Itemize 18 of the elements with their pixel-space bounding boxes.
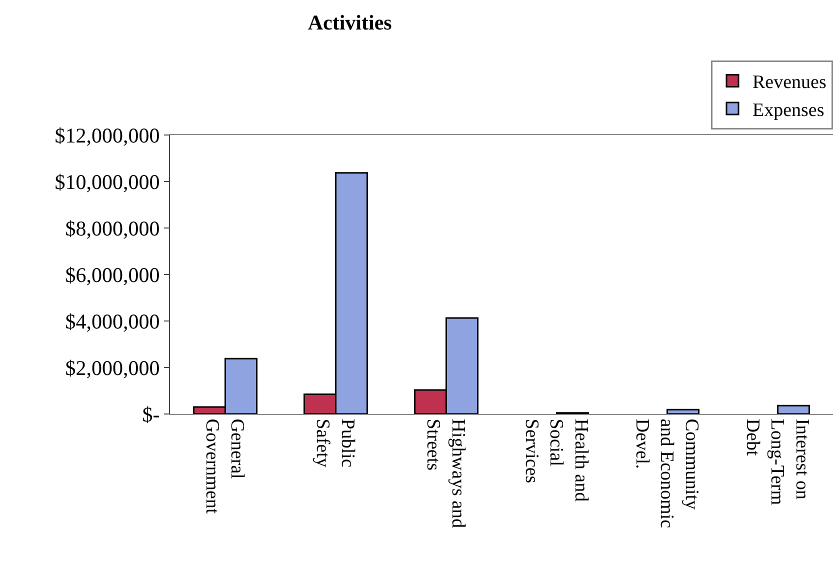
x-tick-label: Public Safety xyxy=(312,418,358,468)
bar xyxy=(666,408,700,414)
chart-title: Activities xyxy=(308,10,392,34)
y-tick-label: $2,000,000 xyxy=(65,356,160,380)
legend-label: Expenses xyxy=(752,100,824,121)
y-tick-label: $- xyxy=(142,402,160,426)
x-tick-label: Community and Economic Devel. xyxy=(631,418,702,528)
legend-label: Revenues xyxy=(752,72,826,94)
x-tick-label: Health and Social Services xyxy=(520,418,592,502)
y-tick-label: $12,000,000 xyxy=(54,123,160,148)
y-tick-label: $4,000,000 xyxy=(65,309,160,334)
y-tick-label: $10,000,000 xyxy=(54,170,160,194)
x-tick-label: Interest on Long-Term Debt xyxy=(742,418,812,506)
x-tick-label: Highways and Streets xyxy=(422,418,468,529)
y-tick-label: $6,000,000 xyxy=(65,262,160,287)
x-tick-label: General Government xyxy=(202,418,248,514)
y-tick-label: $8,000,000 xyxy=(65,216,160,240)
bar xyxy=(777,404,810,414)
